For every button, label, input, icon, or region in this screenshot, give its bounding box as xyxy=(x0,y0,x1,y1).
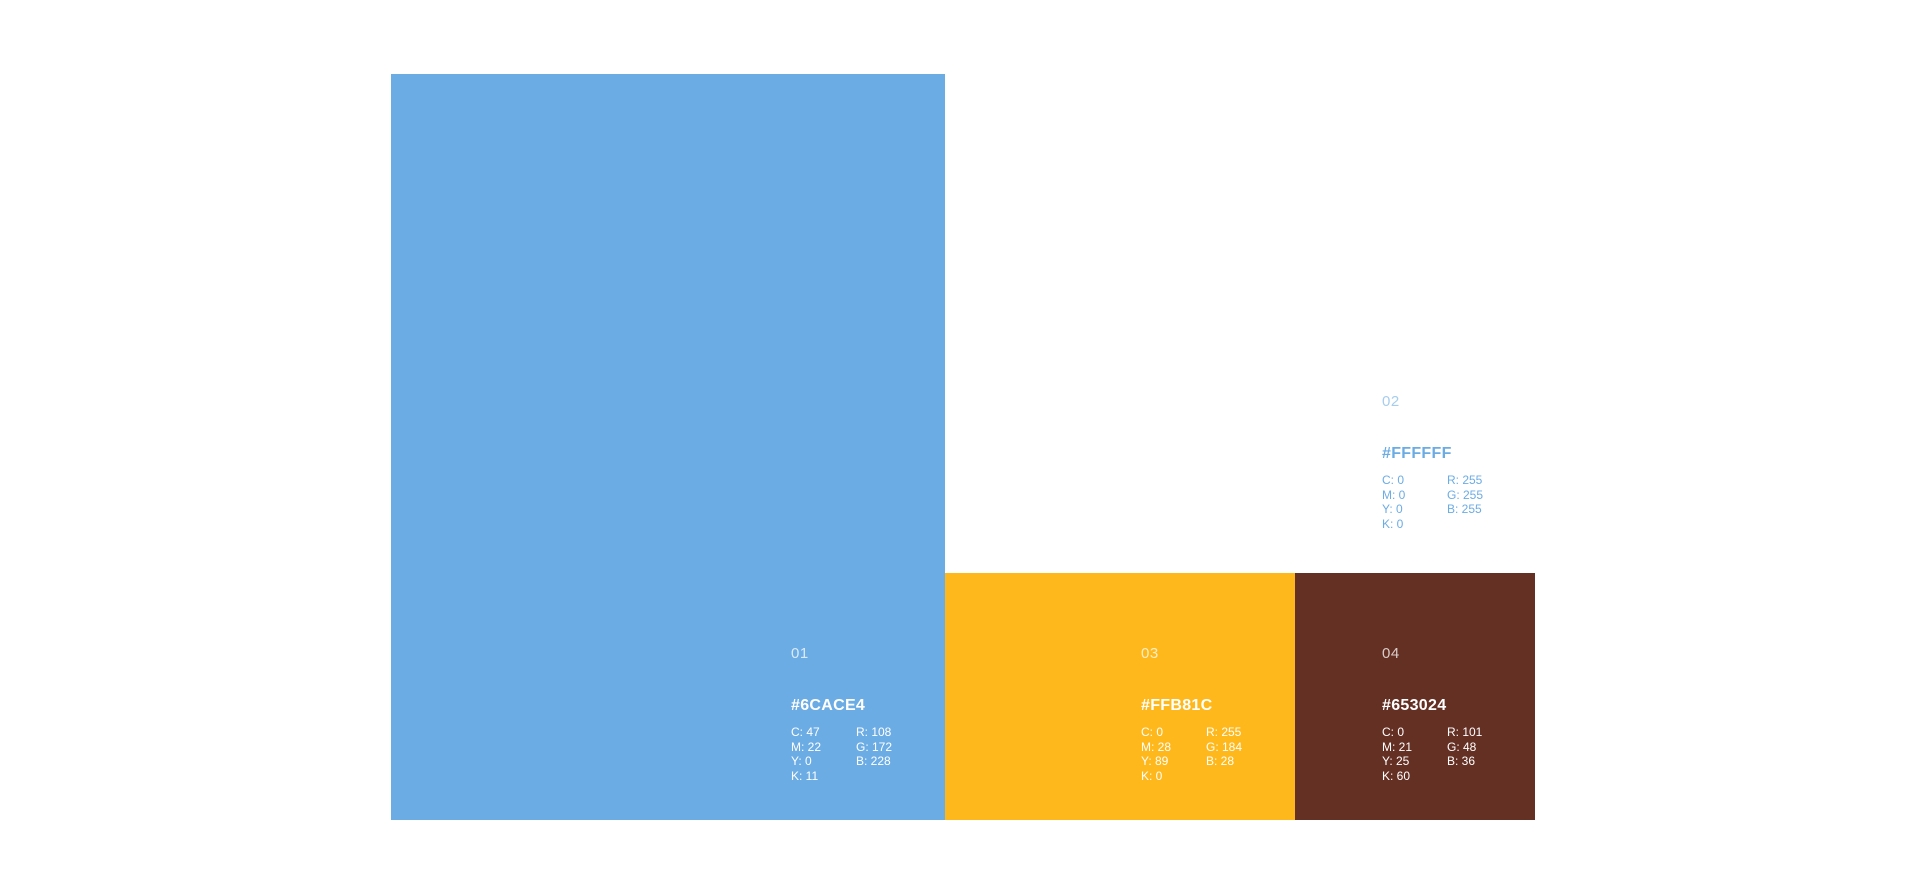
cmyk-m: M: 0 xyxy=(1382,487,1406,502)
cmyk-y: Y: 0 xyxy=(791,754,812,768)
swatch-info-04: 04 #653024 C: 0 M: 21 Y: 25 K: 60 R: 101… xyxy=(1382,645,1522,783)
swatch-number: 02 xyxy=(1382,393,1400,410)
swatch-white xyxy=(1295,74,1535,573)
swatch-values: C: 47 M: 22 Y: 0 K: 11 R: 108 G: 172 B: … xyxy=(791,725,931,783)
rgb-r: R: 108 xyxy=(856,725,892,739)
rgb-r: R: 255 xyxy=(1206,725,1242,739)
rgb-values: R: 108 G: 172 B: 228 xyxy=(856,725,921,783)
swatch-values: C: 0 M: 28 Y: 89 K: 0 R: 255 G: 184 B: 2… xyxy=(1141,725,1281,783)
rgb-values: R: 101 G: 48 B: 36 xyxy=(1447,725,1512,783)
cmyk-values: C: 0 M: 0 Y: 0 K: 0 xyxy=(1382,473,1447,531)
cmyk-c: C: 0 xyxy=(1382,473,1405,487)
swatch-number: 01 xyxy=(791,645,809,662)
cmyk-values: C: 47 M: 22 Y: 0 K: 11 xyxy=(791,725,856,783)
swatch-hex: #6CACE4 xyxy=(791,697,866,714)
cmyk-m: M: 28 xyxy=(1141,739,1172,754)
cmyk-m: M: 22 xyxy=(791,739,822,754)
cmyk-k: K: 0 xyxy=(1382,516,1404,531)
swatch-hex: #653024 xyxy=(1382,697,1447,714)
cmyk-values: C: 0 M: 28 Y: 89 K: 0 xyxy=(1141,725,1206,783)
rgb-values: R: 255 G: 255 B: 255 xyxy=(1447,473,1512,531)
cmyk-c: C: 0 xyxy=(1382,725,1405,739)
swatch-info-03: 03 #FFB81C C: 0 M: 28 Y: 89 K: 0 R: 255 … xyxy=(1141,645,1281,783)
rgb-g: G: 255 xyxy=(1447,487,1484,502)
cmyk-k: K: 11 xyxy=(791,768,819,783)
cmyk-c: C: 47 xyxy=(791,725,820,739)
rgb-b: B: 255 xyxy=(1447,502,1482,516)
cmyk-k: K: 0 xyxy=(1141,768,1163,783)
swatch-values: C: 0 M: 21 Y: 25 K: 60 R: 101 G: 48 B: 3… xyxy=(1382,725,1522,783)
swatch-number: 03 xyxy=(1141,645,1159,662)
cmyk-y: Y: 89 xyxy=(1141,754,1169,768)
rgb-b: B: 228 xyxy=(856,754,891,768)
cmyk-values: C: 0 M: 21 Y: 25 K: 60 xyxy=(1382,725,1447,783)
swatch-info-02: 02 #FFFFFF C: 0 M: 0 Y: 0 K: 0 R: 255 G:… xyxy=(1382,393,1522,531)
swatch-number: 04 xyxy=(1382,645,1400,662)
cmyk-c: C: 0 xyxy=(1141,725,1164,739)
swatch-values: C: 0 M: 0 Y: 0 K: 0 R: 255 G: 255 B: 255 xyxy=(1382,473,1522,531)
swatch-hex: #FFB81C xyxy=(1141,697,1213,714)
swatch-blue xyxy=(391,74,945,820)
cmyk-y: Y: 25 xyxy=(1382,754,1410,768)
rgb-b: B: 28 xyxy=(1206,754,1235,768)
swatch-yellow xyxy=(945,573,1295,820)
rgb-b: B: 36 xyxy=(1447,754,1476,768)
rgb-g: G: 48 xyxy=(1447,739,1477,754)
rgb-values: R: 255 G: 184 B: 28 xyxy=(1206,725,1271,783)
rgb-r: R: 255 xyxy=(1447,473,1483,487)
rgb-r: R: 101 xyxy=(1447,725,1483,739)
rgb-g: G: 184 xyxy=(1206,739,1243,754)
swatch-brown xyxy=(1295,573,1535,820)
cmyk-k: K: 60 xyxy=(1382,768,1411,783)
rgb-g: G: 172 xyxy=(856,739,893,754)
swatch-hex: #FFFFFF xyxy=(1382,445,1452,462)
swatch-info-01: 01 #6CACE4 C: 47 M: 22 Y: 0 K: 11 R: 108… xyxy=(791,645,931,783)
cmyk-m: M: 21 xyxy=(1382,739,1413,754)
cmyk-y: Y: 0 xyxy=(1382,502,1403,516)
